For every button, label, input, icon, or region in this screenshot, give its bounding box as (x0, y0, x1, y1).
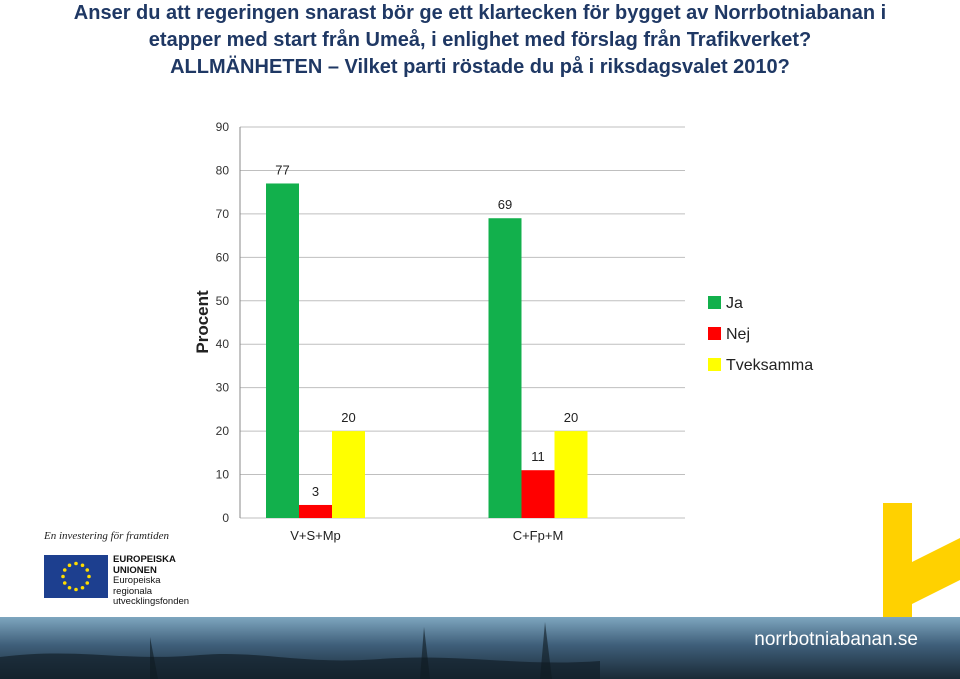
title-line-3: ALLMÄNHETEN – Vilket parti röstade du på… (170, 56, 790, 78)
y-ticks: 0 10 20 30 40 50 60 70 80 90 (216, 120, 230, 525)
y-tick-label: 70 (216, 207, 230, 221)
bar-tveksamma-1 (554, 431, 588, 518)
y-tick-label: 0 (222, 511, 229, 525)
data-label: 69 (498, 197, 512, 212)
data-label: 20 (564, 410, 578, 425)
eu-star-icon (74, 587, 78, 592)
y-tick-label: 40 (216, 337, 230, 351)
eu-line: EUROPEISKA (113, 554, 176, 565)
eu-tagline: En investering för framtiden (44, 530, 169, 542)
legend: Ja Nej Tveksamma (708, 295, 813, 374)
bar-nej-0 (299, 504, 332, 518)
eu-star-icon (67, 585, 72, 590)
data-label: 77 (275, 162, 289, 177)
y-tick-label: 60 (216, 250, 230, 264)
eu-star-icon (61, 574, 65, 579)
bar-chart: 77 3 20 69 11 20 0 10 20 30 40 50 60 70 80 90 V+S+Mp C+… (193, 120, 813, 543)
data-label: 3 (312, 484, 319, 499)
y-tick-label: 80 (216, 163, 230, 177)
eu-line: utvecklingsfonden (113, 596, 190, 607)
data-label: 20 (341, 410, 355, 425)
y-tick-label: 50 (216, 294, 230, 308)
eu-star-icon (80, 585, 85, 590)
eu-text: EUROPEISKA UNIONEN Europeiska regionala … (113, 554, 190, 608)
eu-star-icon (62, 581, 67, 585)
x-category-label: C+Fp+M (513, 528, 564, 543)
title-line-2: etapper med start från Umeå, i enlighet … (148, 29, 812, 51)
bar-nej-1 (521, 470, 555, 518)
data-labels: 77 3 20 69 11 20 (275, 162, 578, 498)
eu-funding-block: En investering för framtiden EUROPEISKA … (44, 530, 244, 607)
eu-stars-icon (61, 561, 91, 592)
x-category-label: V+S+Mp (290, 528, 341, 543)
eu-star-icon (85, 581, 90, 585)
data-label: 11 (531, 449, 545, 464)
x-categories: V+S+Mp C+Fp+M (290, 528, 563, 543)
bar-ja-0 (266, 183, 299, 518)
eu-star-icon (67, 563, 72, 568)
title-line-1: Anser du att regeringen snarast bör ge e… (73, 2, 887, 24)
eu-flag-icon (44, 555, 108, 598)
legend-label: Nej (726, 326, 750, 343)
eu-line: regionala (113, 585, 153, 597)
y-tick-label: 30 (216, 381, 230, 395)
eu-star-icon (80, 563, 85, 568)
bar-ja-1 (488, 218, 522, 518)
eu-star-icon (87, 574, 91, 579)
footer-banner: norrbotniabanan.se (0, 617, 960, 679)
legend-swatch-tveksamma (708, 358, 721, 371)
eu-line: Europeiska (113, 575, 161, 586)
y-tick-label: 10 (216, 468, 230, 482)
footer-landscape (0, 622, 600, 679)
y-tick-label: 20 (216, 424, 230, 438)
bars (266, 183, 588, 518)
legend-label: Ja (726, 295, 743, 312)
chart-title: Anser du att regeringen snarast bör ge e… (0, 0, 960, 81)
eu-line: UNIONEN (113, 564, 157, 576)
eu-star-icon (62, 568, 67, 572)
legend-swatch-nej (708, 327, 721, 340)
y-axis-label: Procent (193, 290, 212, 354)
legend-label: Tveksamma (726, 357, 813, 374)
legend-swatch-ja (708, 296, 721, 309)
eu-star-icon (74, 561, 78, 566)
bar-tveksamma-0 (332, 431, 365, 518)
y-tick-label: 90 (216, 120, 230, 134)
brand-url: norrbotniabanan.se (754, 629, 918, 650)
eu-star-icon (85, 568, 90, 572)
